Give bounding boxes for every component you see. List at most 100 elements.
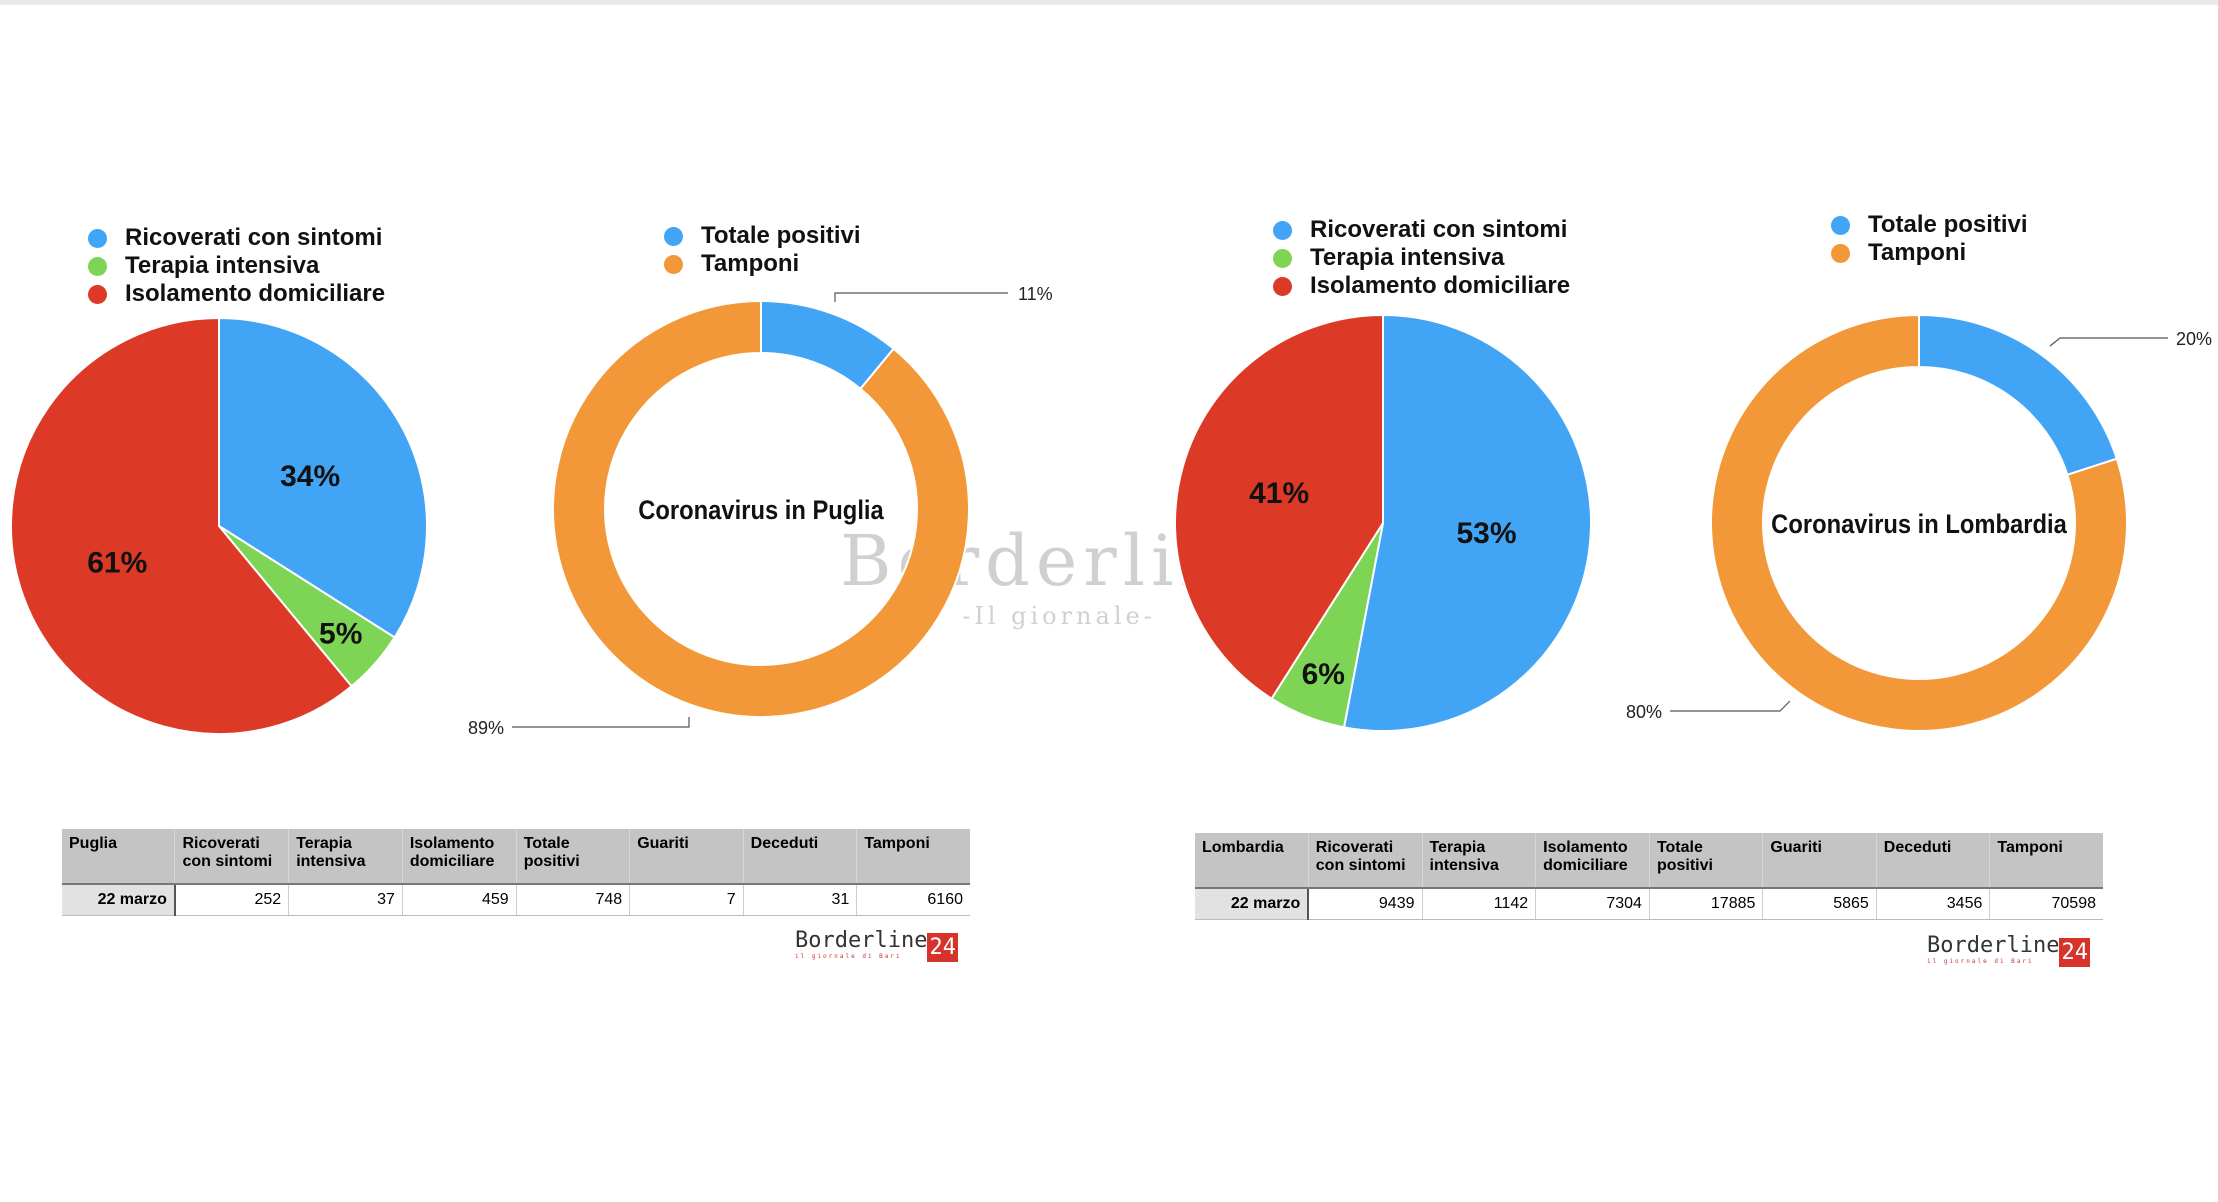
row-label: 22 marzo [1195, 888, 1310, 920]
column-header: Ricoverati con sintomi [1307, 833, 1422, 889]
table-cell: 5865 [1762, 888, 1877, 920]
legend-lombardia-pie: Ricoverati con sintomi Terapia intensiva… [1273, 216, 1570, 300]
column-header: Tamponi [856, 829, 970, 885]
borderline-logo: Borderline il giornale di Bari 24 [1927, 934, 2090, 967]
table-cell: 3456 [1875, 888, 1990, 920]
donut-title: Coronavirus in Puglia [638, 496, 884, 526]
table-cell: 1142 [1421, 888, 1536, 920]
legend-item: Terapia intensiva [1273, 244, 1570, 272]
blue-dot-icon [88, 228, 107, 248]
leader-line [1670, 700, 1791, 712]
orange-dot-icon [664, 254, 683, 274]
legend-label: Ricoverati con sintomi [125, 224, 383, 251]
column-header: Guariti [629, 829, 744, 885]
column-header: Terapia intensiva [1421, 833, 1536, 889]
table-row: 22 marzo 9439 1142 7304 17885 5865 3456 … [1195, 888, 2103, 920]
pie-chart [1710, 313, 2128, 732]
table-cell: 31 [742, 884, 857, 916]
logo-name: Borderline [1927, 933, 2060, 958]
slice-label: 53% [1457, 517, 1517, 550]
column-header: Deceduti [742, 829, 857, 885]
red-dot-icon [88, 284, 107, 304]
leader-line [512, 717, 690, 728]
table-lombardia: Lombardia Ricoverati con sintomi Terapia… [1195, 833, 2103, 920]
pie-chart: 34% 5% 61% [10, 316, 428, 735]
column-header: Terapia intensiva [288, 829, 403, 885]
top-bar [0, 0, 2218, 5]
table-cell: 9439 [1307, 888, 1422, 920]
blue-dot-icon [664, 226, 683, 246]
legend-label: Terapia intensiva [125, 252, 320, 279]
legend-item: Ricoverati con sintomi [1273, 216, 1570, 244]
legend-item: Isolamento domiciliare [1273, 272, 1570, 300]
table-cell: 37 [288, 884, 403, 916]
table-header-row: Puglia Ricoverati con sintomi Terapia in… [62, 829, 970, 885]
slice-label: 61% [87, 547, 147, 580]
legend-lombardia-donut: Totale positivi Tamponi [1831, 211, 2028, 267]
legend-label: Terapia intensiva [1310, 244, 1505, 271]
column-header: Deceduti [1875, 833, 1990, 889]
legend-label: Isolamento domiciliare [125, 280, 386, 307]
slice-label: 34% [280, 460, 340, 493]
column-header: Totale positivi [1648, 833, 1763, 889]
slice-label: 80% [1626, 702, 1662, 722]
leader-line [2049, 337, 2168, 347]
table-row: 22 marzo 252 37 459 748 7 31 6160 [62, 884, 970, 916]
legend-label: Totale positivi [701, 222, 861, 249]
blue-dot-icon [1273, 220, 1292, 240]
slice-label: 6% [1302, 658, 1345, 691]
legend-item: Totale positivi [664, 222, 861, 250]
pie-chart [552, 299, 970, 718]
slice-label: 20% [2176, 329, 2212, 349]
legend-label: Totale positivi [1868, 211, 2028, 238]
green-dot-icon [88, 256, 107, 276]
table-puglia: Puglia Ricoverati con sintomi Terapia in… [62, 829, 970, 916]
green-dot-icon [1273, 248, 1292, 268]
table-cell: 748 [515, 884, 630, 916]
legend-puglia-pie: Ricoverati con sintomi Terapia intensiva… [88, 224, 385, 308]
pie-slice [1342, 313, 1592, 732]
table-region-header: Lombardia [1195, 833, 1309, 889]
column-header: Tamponi [1989, 833, 2103, 889]
legend-item: Tamponi [664, 250, 861, 278]
slice-label: 5% [319, 617, 362, 650]
table-cell: 7 [629, 884, 744, 916]
table-cell: 459 [401, 884, 517, 916]
pie-slice [1918, 313, 2119, 477]
legend-label: Tamponi [1868, 239, 1967, 266]
logo-number: 24 [927, 933, 958, 962]
table-cell: 17885 [1648, 888, 1763, 920]
logo-number: 24 [2059, 938, 2090, 967]
legend-label: Ricoverati con sintomi [1310, 216, 1568, 243]
blue-dot-icon [1831, 215, 1850, 235]
table-cell: 7304 [1535, 888, 1650, 920]
legend-item: Isolamento domiciliare [88, 280, 385, 308]
legend-item: Ricoverati con sintomi [88, 224, 385, 252]
pie-slice [218, 316, 428, 639]
column-header: Ricoverati con sintomi [174, 829, 289, 885]
slice-label: 11% [1018, 284, 1053, 304]
pie-slice [1710, 313, 2128, 732]
legend-puglia-donut: Totale positivi Tamponi [664, 222, 861, 278]
leader-line [834, 292, 1008, 302]
logo-tagline: il giornale di Bari [795, 953, 902, 960]
table-header-row: Lombardia Ricoverati con sintomi Terapia… [1195, 833, 2103, 889]
column-header: Guariti [1762, 833, 1877, 889]
red-dot-icon [1273, 276, 1292, 296]
table-cell: 70598 [1989, 888, 2103, 920]
slice-label: 41% [1249, 477, 1309, 510]
table-region-header: Puglia [62, 829, 175, 885]
legend-label: Tamponi [701, 250, 800, 277]
row-label: 22 marzo [62, 884, 176, 916]
slice-label: 89% [468, 718, 504, 738]
table-cell: 252 [174, 884, 289, 916]
legend-label: Isolamento domiciliare [1310, 272, 1571, 299]
logo-tagline: il giornale di Bari [1927, 958, 2034, 965]
orange-dot-icon [1831, 243, 1850, 263]
logo-name: Borderline [795, 928, 928, 953]
pie-chart: 53% 6% 41% [1174, 313, 1592, 732]
table-cell: 6160 [856, 884, 970, 916]
donut-title: Coronavirus in Lombardia [1771, 510, 2067, 540]
pie-slice [552, 299, 970, 718]
